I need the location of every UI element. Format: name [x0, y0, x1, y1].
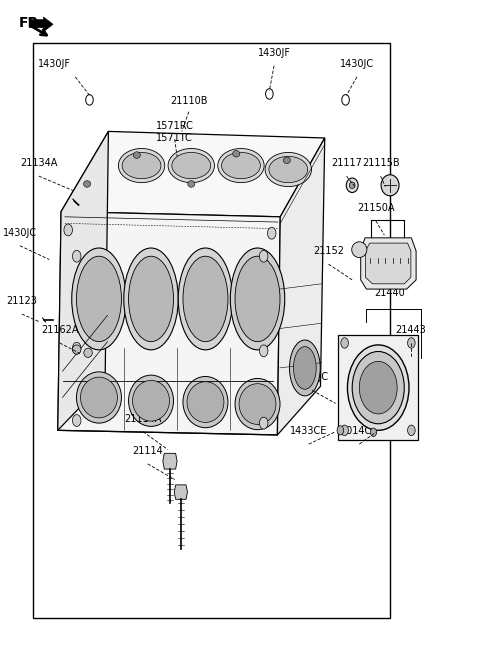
Ellipse shape — [259, 250, 268, 262]
Ellipse shape — [132, 380, 169, 421]
Ellipse shape — [188, 181, 195, 187]
Ellipse shape — [408, 425, 415, 436]
Ellipse shape — [371, 428, 377, 436]
Text: 21115B: 21115B — [362, 158, 399, 168]
Ellipse shape — [168, 148, 215, 183]
Text: 1014CL: 1014CL — [341, 426, 378, 436]
Ellipse shape — [72, 415, 81, 426]
Text: 21150A: 21150A — [357, 203, 395, 213]
Text: 1430JC: 1430JC — [295, 373, 329, 382]
Text: 21152: 21152 — [313, 246, 344, 256]
Ellipse shape — [283, 157, 290, 164]
Ellipse shape — [381, 175, 399, 196]
Ellipse shape — [235, 378, 280, 430]
Polygon shape — [58, 131, 108, 430]
Ellipse shape — [119, 148, 165, 183]
Text: FR.: FR. — [19, 16, 44, 30]
Ellipse shape — [233, 150, 240, 157]
Polygon shape — [277, 138, 325, 435]
Text: 1571RC: 1571RC — [156, 122, 193, 131]
Bar — [33, 43, 390, 618]
Ellipse shape — [289, 340, 320, 396]
Text: 21134A: 21134A — [20, 158, 58, 168]
Polygon shape — [29, 17, 53, 32]
Ellipse shape — [129, 256, 173, 342]
Text: 21117: 21117 — [331, 158, 362, 168]
Ellipse shape — [72, 250, 81, 262]
Text: 21162A: 21162A — [41, 325, 78, 335]
Ellipse shape — [352, 242, 367, 258]
Polygon shape — [360, 238, 416, 289]
Ellipse shape — [342, 95, 349, 105]
Ellipse shape — [76, 256, 121, 342]
Text: 21114A: 21114A — [124, 414, 162, 424]
Ellipse shape — [341, 338, 348, 348]
Ellipse shape — [218, 148, 264, 183]
Ellipse shape — [129, 375, 173, 426]
Ellipse shape — [222, 152, 260, 179]
Ellipse shape — [81, 377, 118, 418]
Text: 1571TC: 1571TC — [156, 133, 193, 143]
Ellipse shape — [84, 348, 92, 357]
Text: 1430JC: 1430JC — [340, 59, 374, 69]
Text: 21443: 21443 — [396, 325, 426, 335]
Ellipse shape — [352, 351, 404, 424]
Ellipse shape — [183, 256, 228, 342]
Ellipse shape — [259, 417, 268, 429]
Ellipse shape — [76, 372, 121, 423]
Text: 1430JC: 1430JC — [3, 228, 37, 238]
Ellipse shape — [265, 152, 312, 187]
Ellipse shape — [265, 89, 273, 99]
Polygon shape — [58, 212, 280, 435]
Polygon shape — [338, 335, 419, 440]
Ellipse shape — [408, 338, 415, 348]
Ellipse shape — [72, 248, 126, 350]
Ellipse shape — [293, 347, 316, 389]
Ellipse shape — [124, 248, 178, 350]
Ellipse shape — [72, 342, 81, 354]
Text: 21114: 21114 — [132, 446, 163, 456]
Ellipse shape — [64, 224, 72, 236]
Ellipse shape — [84, 181, 91, 187]
Text: 21440: 21440 — [375, 288, 406, 298]
Text: 21110B: 21110B — [170, 97, 208, 106]
Ellipse shape — [230, 248, 285, 350]
Ellipse shape — [346, 178, 358, 193]
Ellipse shape — [259, 345, 268, 357]
Ellipse shape — [86, 95, 93, 105]
Ellipse shape — [72, 345, 81, 354]
Ellipse shape — [267, 227, 276, 239]
Polygon shape — [163, 453, 177, 469]
Ellipse shape — [122, 152, 161, 179]
Ellipse shape — [349, 182, 355, 189]
Ellipse shape — [235, 256, 280, 342]
Ellipse shape — [360, 361, 397, 414]
Ellipse shape — [348, 345, 409, 430]
Text: 21123: 21123 — [6, 296, 37, 306]
Polygon shape — [61, 131, 325, 217]
Ellipse shape — [337, 426, 344, 435]
Ellipse shape — [269, 156, 308, 183]
Ellipse shape — [187, 382, 224, 422]
Ellipse shape — [133, 152, 140, 158]
Ellipse shape — [341, 425, 348, 436]
Ellipse shape — [239, 384, 276, 424]
Polygon shape — [174, 485, 188, 499]
Polygon shape — [365, 243, 411, 284]
Ellipse shape — [178, 248, 233, 350]
Text: 1430JF: 1430JF — [37, 59, 71, 69]
Text: 1433CE: 1433CE — [290, 426, 327, 436]
Ellipse shape — [172, 152, 211, 179]
Text: 1430JF: 1430JF — [258, 48, 290, 58]
Ellipse shape — [183, 376, 228, 428]
